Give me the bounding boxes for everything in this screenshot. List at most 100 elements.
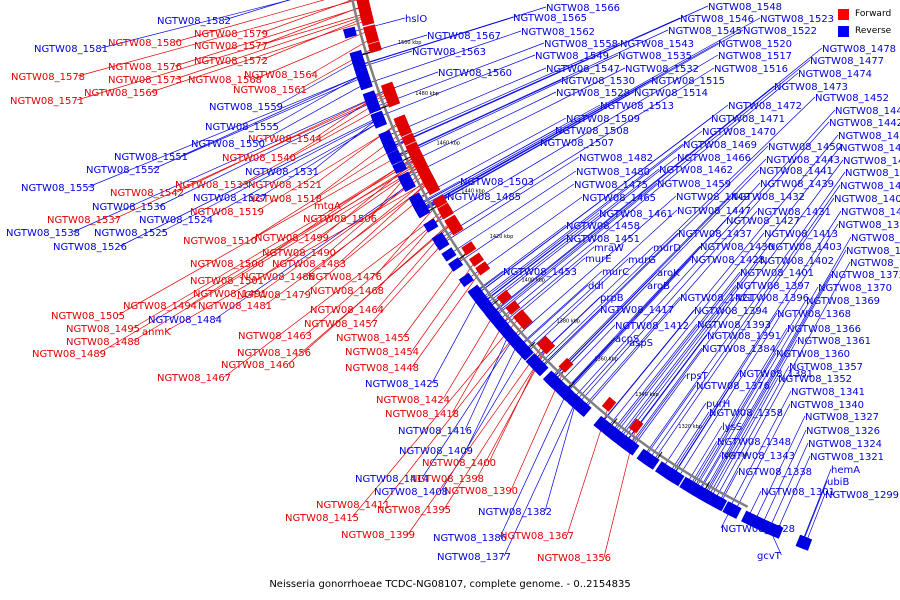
gene-label: NGTW08_1475 <box>574 180 648 191</box>
gene-label: aspS <box>629 338 653 349</box>
label-connector <box>422 29 744 212</box>
reverse-gene-arrow <box>682 478 697 494</box>
gene-label: NGTW08_1486 <box>241 272 315 283</box>
label-connector <box>189 160 420 306</box>
label-connector <box>256 165 422 281</box>
label-connector <box>523 209 678 351</box>
tick-mark <box>528 341 536 348</box>
label-connector <box>158 101 373 207</box>
label-connector <box>174 6 365 67</box>
gene-label: mraW <box>594 243 624 254</box>
forward-gene-arrow <box>536 335 552 351</box>
gene-label: NGTW08_1458 <box>566 221 640 232</box>
label-connector <box>311 117 379 172</box>
forward-gene-arrow <box>469 252 484 267</box>
label-connector <box>399 91 557 168</box>
reverse-gene-arrow <box>411 196 426 211</box>
reverse-gene-arrow <box>741 510 755 526</box>
tick-label: 1460 kbp <box>437 141 461 147</box>
gene-label: NGTW08_1368 <box>777 309 851 320</box>
gene-label: NGTW08_1465 <box>582 193 656 204</box>
gene-label: NGTW08_1480 <box>576 167 650 178</box>
label-connector <box>411 259 477 352</box>
label-connector <box>519 284 589 347</box>
gene-label: NGTW08_1416 <box>398 426 472 437</box>
gene-label: NGTW08_1437 <box>678 229 752 240</box>
label-connector <box>600 134 839 424</box>
forward-gene-arrow <box>421 174 437 188</box>
label-connector <box>776 455 811 532</box>
gene-label: NGTW08_1468 <box>310 286 384 297</box>
gene-label: NGTW08_1381 <box>739 369 813 380</box>
legend-reverse-label: Reverse <box>855 26 892 36</box>
gene-label: NGTW08_1478 <box>822 44 896 55</box>
gene-label: NGTW08_1506 <box>303 214 377 225</box>
tick-mark <box>380 105 389 109</box>
label-connector <box>503 401 576 557</box>
reverse-gene-arrow <box>593 415 609 431</box>
label-connector <box>132 165 422 342</box>
reverse-gene-arrow <box>610 429 626 445</box>
label-connector <box>624 296 736 443</box>
gene-label: NGTW08_1392 <box>838 220 900 231</box>
label-connector <box>614 146 841 436</box>
label-connector <box>304 212 447 336</box>
tick-label: 1400 kbp <box>522 278 546 284</box>
label-connector <box>513 195 677 340</box>
gene-label: NGTW08_1338 <box>738 467 812 478</box>
label-connector <box>565 219 727 393</box>
tick-label: 1380 kbp <box>557 319 581 325</box>
gene-label: NGTW08_1445 <box>835 106 900 117</box>
gene-label: NGTW08_1443 <box>766 155 840 166</box>
gene-label: murE <box>585 254 612 265</box>
gene-label: NGTW08_1428 <box>691 255 765 266</box>
label-connector <box>390 17 681 148</box>
label-connector <box>493 182 658 316</box>
gene-label: NGTW08_1540 <box>222 153 296 164</box>
gene-label: NGTW08_1477 <box>810 56 884 67</box>
label-connector <box>600 309 695 424</box>
reverse-gene-arrow <box>349 49 364 63</box>
gene-label: NGTW08_1563 <box>412 47 486 58</box>
gene-label: NGTW08_1549 <box>535 51 609 62</box>
reverse-gene-arrow <box>441 247 457 262</box>
gene-label: NGTW08_1432 <box>731 192 805 203</box>
label-connector <box>241 100 394 185</box>
forward-gene-arrow <box>425 181 441 196</box>
gene-label: NGTW08_1579 <box>194 29 268 40</box>
gene-label: NGTW08_1543 <box>620 39 694 50</box>
gene-label: NGTW08_1535 <box>618 51 692 62</box>
gene-label: NGTW08_1537 <box>47 215 121 226</box>
gene-label: NGTW08_1407 <box>840 181 900 192</box>
gene-label: NGTW08_1401 <box>740 268 814 279</box>
label-connector <box>544 401 577 512</box>
label-connector <box>670 210 842 475</box>
gene-label: NGTW08_1376 <box>696 381 770 392</box>
gene-label: NGTW08_1532 <box>625 64 699 75</box>
label-connector <box>256 155 417 264</box>
gene-label: NGTW08_1484 <box>148 315 222 326</box>
reverse-gene-arrow <box>414 203 430 218</box>
label-connector <box>500 246 595 325</box>
gene-label: NGTW08_1462 <box>659 165 733 176</box>
gene-label: NGTW08_1413 <box>764 229 838 240</box>
reverse-gene-arrow <box>599 420 615 436</box>
gene-label: gcvT <box>757 551 782 562</box>
label-connector <box>373 42 545 108</box>
label-connector <box>710 377 779 499</box>
label-connector <box>686 425 723 485</box>
label-connector <box>117 147 413 316</box>
gene-label: NGTW08_1523 <box>760 14 834 25</box>
gene-label: NGTW08_1375 <box>850 258 900 269</box>
gene-label: NGTW08_1544 <box>248 134 322 145</box>
gene-label: NGTW08_1558 <box>544 39 618 50</box>
label-connector <box>551 195 732 380</box>
label-connector <box>480 143 684 300</box>
gene-label: NGTW08_1414 <box>355 474 429 485</box>
label-connector <box>564 182 761 393</box>
gene-label: NGTW08_1411 <box>316 500 390 511</box>
label-connector <box>407 342 545 535</box>
label-connector <box>702 236 852 495</box>
gene-label: NGTW08_1483 <box>272 259 346 270</box>
label-connector <box>420 17 761 208</box>
